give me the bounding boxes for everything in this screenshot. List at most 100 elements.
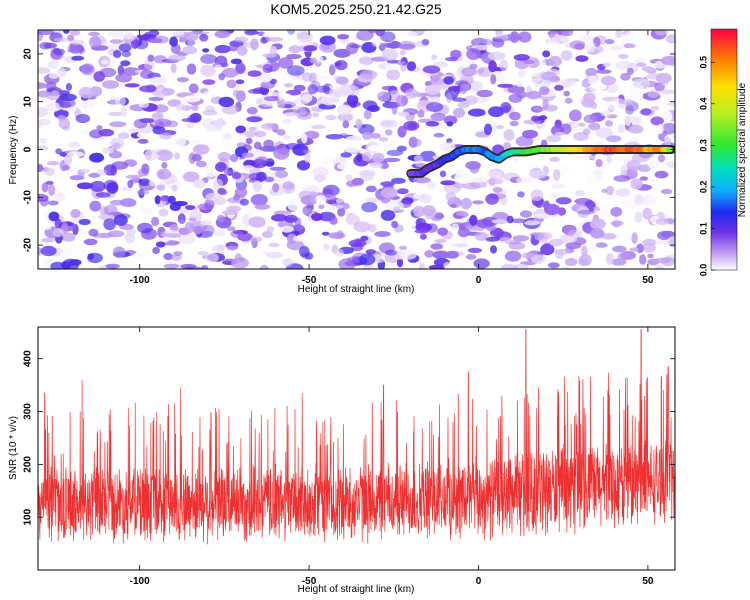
noise-blob (605, 185, 615, 196)
noise-blob (543, 104, 558, 112)
noise-blob (38, 164, 44, 173)
noise-blob (325, 133, 344, 140)
noise-blob (337, 207, 346, 217)
noise-blob (120, 60, 131, 67)
noise-blob (303, 130, 320, 140)
noise-blob (607, 100, 618, 111)
noise-blob (513, 54, 530, 61)
noise-blob (170, 63, 177, 74)
noise-blob (585, 67, 598, 77)
snr-x-label: Height of straight line (km) (298, 584, 415, 595)
noise-blob (155, 149, 173, 161)
noise-blob (333, 48, 351, 58)
noise-blob (83, 238, 98, 246)
noise-blob (266, 226, 275, 233)
noise-blob (499, 59, 508, 72)
x-tick-label: -100 (130, 576, 150, 587)
noise-blob (188, 152, 197, 164)
colorbar-tick-label: 0.5 (698, 56, 708, 69)
noise-blob (620, 164, 628, 177)
noise-blob (575, 55, 589, 62)
noise-blob (175, 103, 187, 111)
noise-blob (250, 38, 259, 51)
noise-blob (345, 214, 360, 226)
noise-blob (615, 188, 631, 197)
noise-blob (642, 242, 656, 253)
noise-blob (71, 55, 85, 61)
noise-blob (120, 105, 127, 118)
noise-blob (303, 45, 318, 52)
noise-blob (481, 216, 499, 227)
noise-blob (632, 78, 650, 89)
noise-blob (655, 218, 669, 225)
noise-blob (287, 199, 300, 212)
noise-blob (413, 205, 426, 217)
noise-blob (538, 115, 548, 121)
noise-blob (391, 220, 399, 228)
noise-blob (613, 175, 631, 182)
noise-blob (311, 213, 323, 221)
noise-blob (578, 254, 592, 267)
noise-blob (661, 256, 675, 267)
noise-blob (365, 249, 376, 255)
noise-blob (345, 146, 359, 153)
noise-blob (262, 63, 273, 74)
noise-blob (349, 103, 357, 108)
noise-blob (269, 166, 287, 171)
noise-blob (629, 116, 642, 123)
noise-blob (472, 200, 484, 205)
noise-blob (336, 85, 353, 97)
noise-blob (278, 57, 294, 69)
noise-blob (235, 62, 246, 74)
noise-blob (640, 108, 652, 116)
noise-blob (174, 137, 186, 147)
noise-blob (173, 152, 181, 160)
noise-blob (217, 214, 225, 222)
x-tick-label: -100 (130, 275, 150, 286)
noise-blob (549, 76, 561, 83)
noise-blob (239, 198, 249, 206)
noise-blob (486, 170, 503, 178)
noise-blob (140, 69, 154, 80)
noise-blob (173, 251, 183, 256)
noise-blob (169, 202, 181, 212)
noise-blob (160, 195, 169, 202)
noise-blob (564, 225, 577, 236)
noise-blob (454, 172, 472, 184)
y-tick-label: 400 (23, 350, 34, 367)
noise-blob (630, 178, 643, 190)
noise-blob (59, 93, 69, 99)
noise-blob (218, 96, 235, 108)
noise-blob (257, 72, 273, 83)
noise-blob (68, 43, 82, 54)
noise-blob (277, 90, 284, 101)
noise-blob (187, 114, 199, 124)
noise-blob (118, 132, 130, 140)
noise-blob (156, 168, 172, 180)
noise-blob (68, 141, 81, 148)
noise-blob (255, 156, 269, 165)
noise-blob (497, 83, 513, 88)
noise-blob (383, 157, 401, 163)
colorbar-tick-label: 0.1 (698, 222, 708, 235)
noise-blob (253, 141, 262, 150)
noise-blob (185, 205, 196, 210)
noise-blob (362, 131, 372, 140)
noise-blob (345, 174, 353, 181)
noise-blob (417, 109, 425, 118)
noise-blob (365, 185, 377, 193)
noise-blob (284, 214, 298, 223)
noise-blob (227, 226, 236, 232)
noise-blob (503, 142, 512, 150)
noise-blob (120, 198, 137, 208)
noise-blob (127, 180, 134, 188)
noise-blob (490, 74, 497, 85)
noise-blob (591, 169, 604, 176)
noise-blob (75, 113, 91, 124)
x-tick-label: 0 (476, 576, 482, 587)
noise-blob (218, 73, 226, 81)
noise-blob (61, 261, 72, 269)
noise-blob (152, 90, 169, 97)
noise-blob (587, 241, 597, 252)
x-tick-label: -50 (302, 275, 317, 286)
